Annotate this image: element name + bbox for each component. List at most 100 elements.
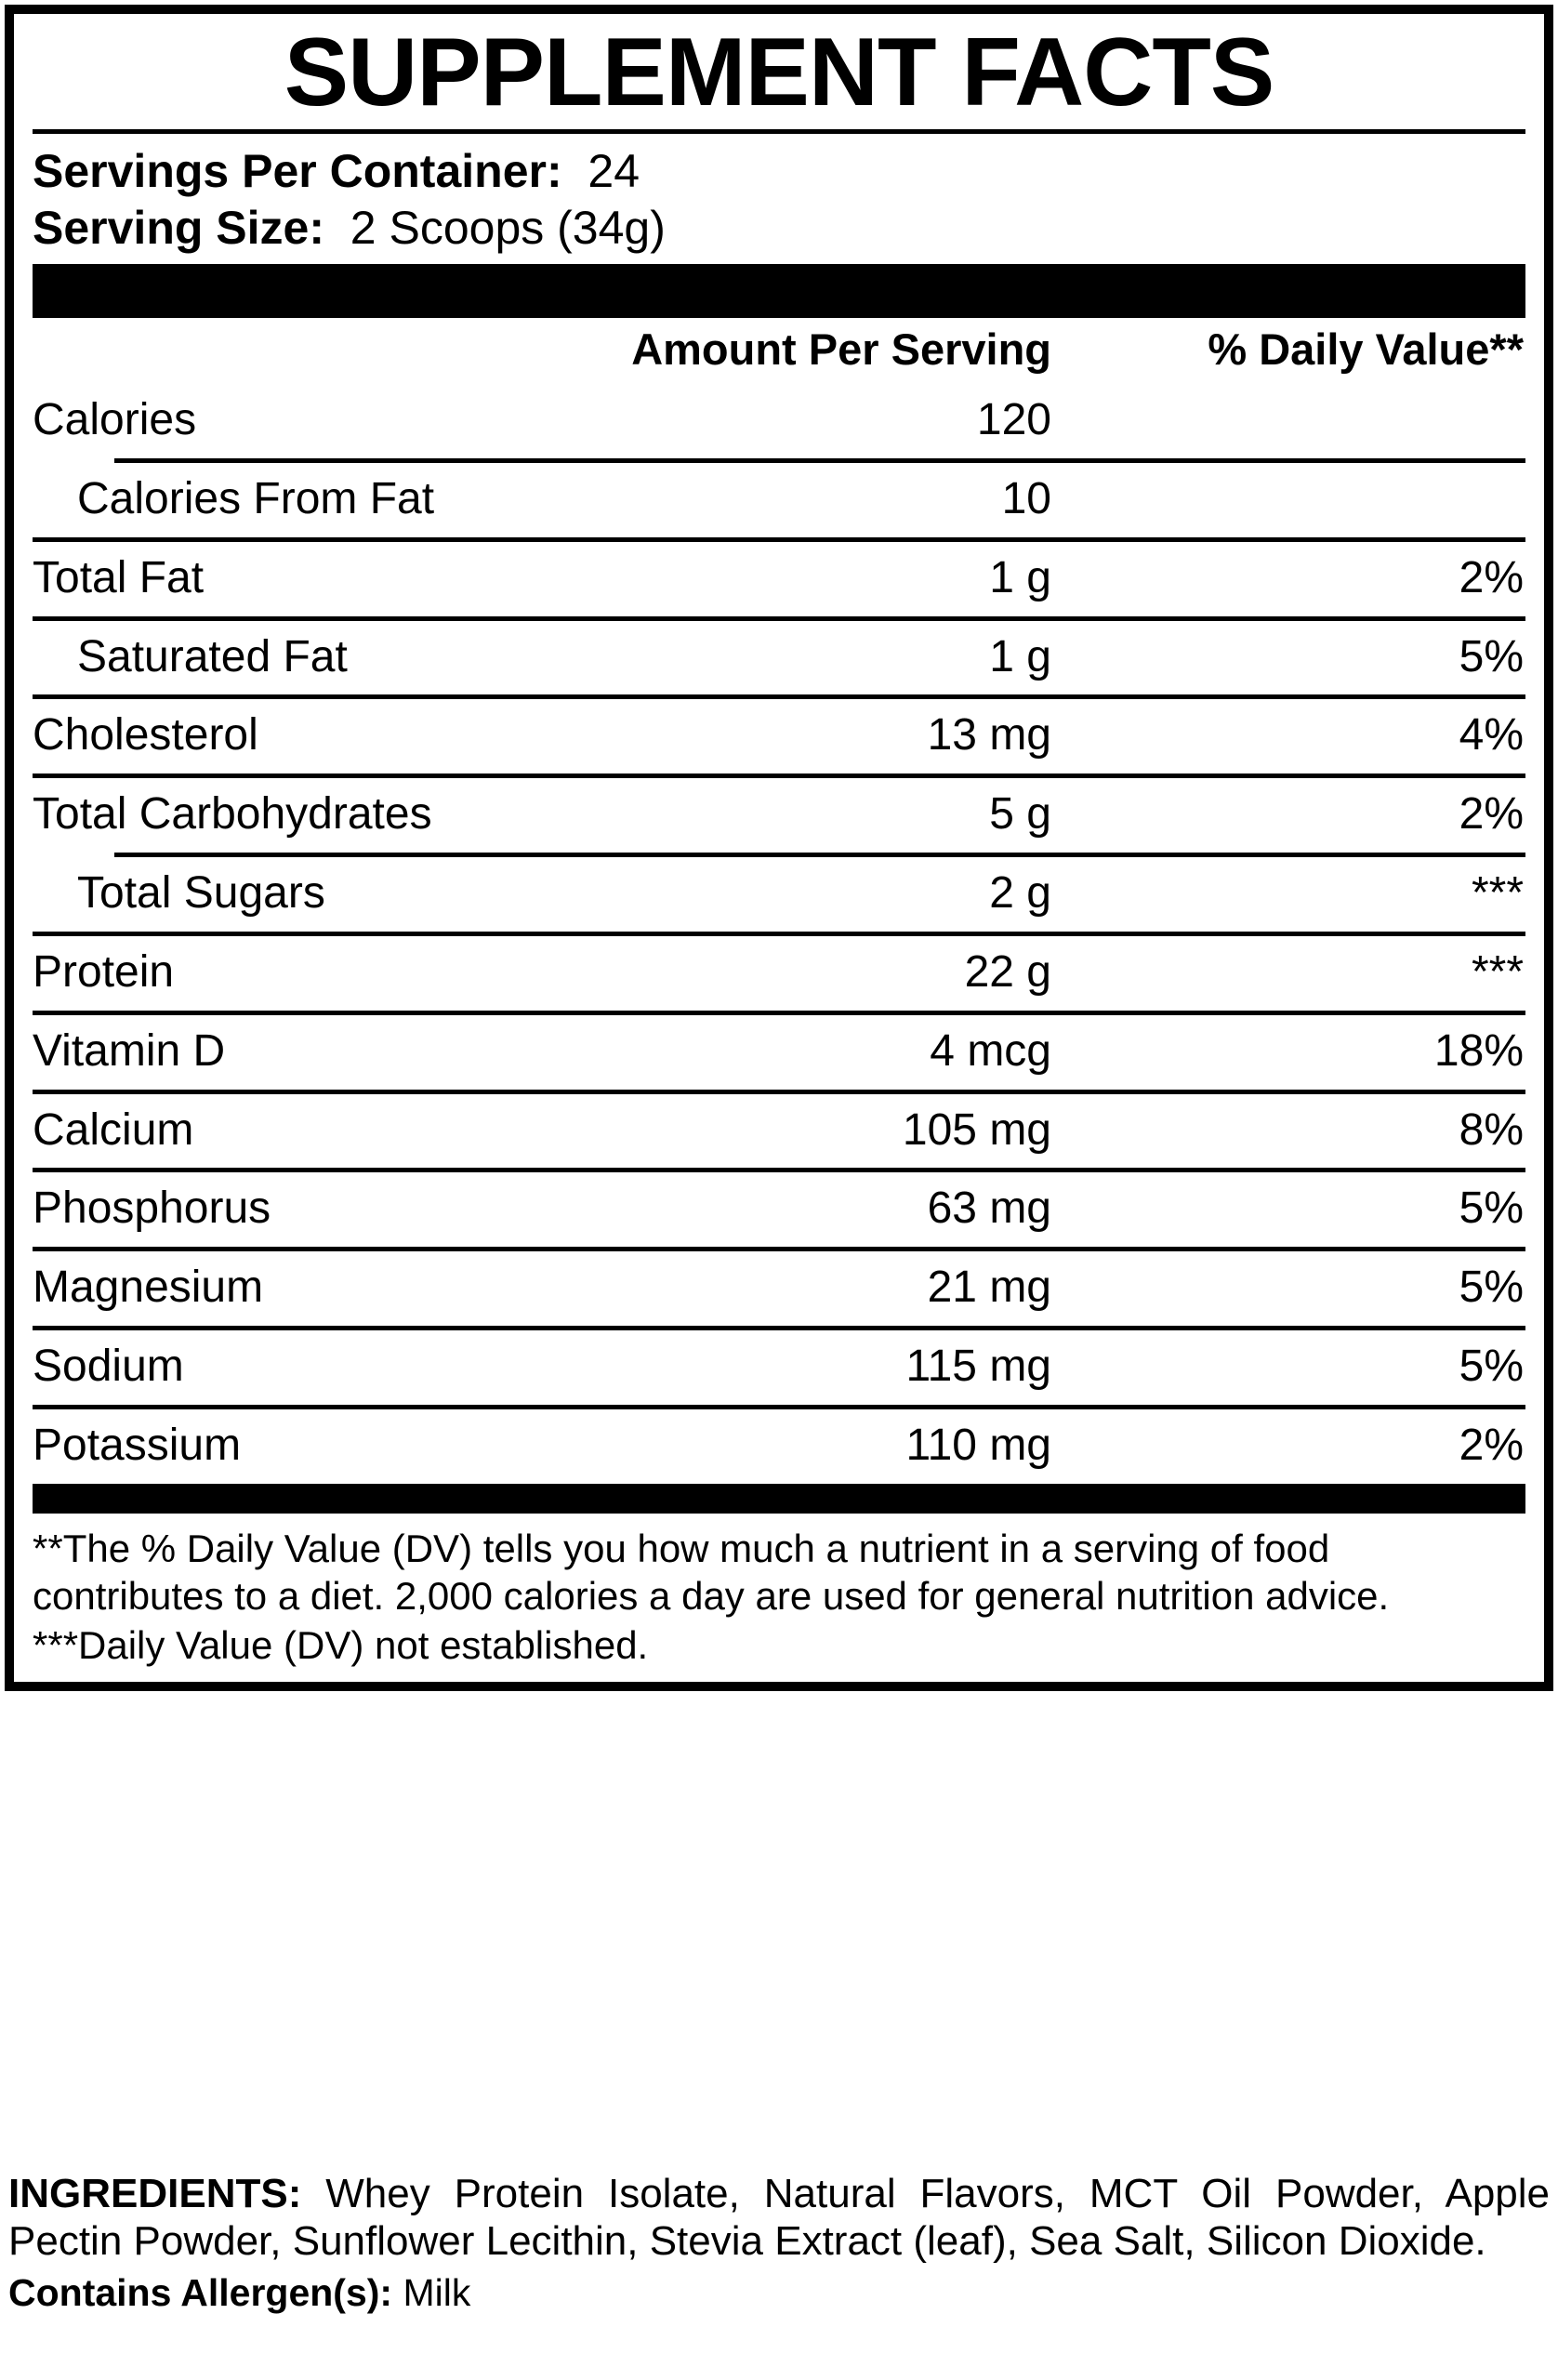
row-divider-cell [33, 615, 1525, 621]
table-row: Total Sugars 2 g *** [33, 857, 1525, 932]
divider-line [33, 774, 1525, 779]
nutrient-amount: 63 mg [927, 1183, 1051, 1234]
row-divider-cell [33, 1404, 1525, 1409]
divider-line [33, 1247, 1525, 1252]
row-divider [33, 931, 1525, 936]
nutrient-name: Sodium [33, 1342, 184, 1392]
row-divider-cell [33, 1168, 1525, 1173]
nutrient-name: Total Sugars [77, 868, 325, 919]
servings-per-container-label: Servings Per Container: [33, 145, 562, 198]
row-divider-cell [33, 457, 1525, 463]
nutrient-name: Potassium [33, 1420, 242, 1470]
row-divider-cell [33, 1247, 1525, 1252]
nutrient-name: Calories [33, 395, 197, 445]
table-row: Cholesterol 13 mg 4% [33, 699, 1525, 774]
row-divider [33, 694, 1525, 700]
nutrient-name: Phosphorus [33, 1183, 271, 1234]
nutrient-daily-value [1055, 463, 1525, 537]
nutrient-daily-value: 8% [1459, 1104, 1524, 1155]
allergen-heading: Contains Allergen(s): [8, 2271, 393, 2315]
table-row: Protein 22 g *** [33, 936, 1525, 1011]
row-divider [33, 615, 1525, 621]
row-divider [33, 1089, 1525, 1094]
table-row: Calories 120 [33, 384, 1525, 458]
ingredients-paragraph: INGREDIENTS: Whey Protein Isolate, Natur… [8, 2170, 1550, 2265]
row-divider-cell [33, 536, 1525, 542]
nutrient-amount: 120 [976, 395, 1051, 445]
table-header-row: Amount Per Serving % Daily Value** [33, 318, 1525, 384]
nutrient-amount: 13 mg [927, 710, 1051, 760]
nutrient-daily-value [1055, 384, 1525, 458]
nutrient-amount: 115 mg [905, 1342, 1051, 1392]
divider-line [33, 1089, 1525, 1094]
nutrient-daily-value: 18% [1433, 1025, 1524, 1076]
serving-size-label: Serving Size: [33, 202, 324, 255]
row-divider-cell [33, 931, 1525, 936]
row-divider [33, 1247, 1525, 1252]
footnotes-block: **The % Daily Value (DV) tells you how m… [33, 1514, 1525, 1683]
nutrient-amount: 105 mg [902, 1104, 1051, 1155]
divider-line [33, 536, 1525, 542]
nutrient-name: Calories From Fat [77, 473, 435, 523]
row-divider [33, 536, 1525, 542]
table-bottom-bar [33, 1483, 1525, 1514]
serving-size-value: 2 Scoops (34g) [337, 202, 666, 255]
nutrient-name: Total Fat [33, 552, 205, 602]
divider-line [33, 1010, 1525, 1015]
supplement-facts-panel: SUPPLEMENT FACTS Servings Per Container:… [5, 5, 1553, 1692]
divider-line [33, 1404, 1525, 1409]
table-row: Phosphorus 63 mg 5% [33, 1172, 1525, 1247]
nutrient-daily-value: 5% [1459, 1183, 1524, 1234]
table-row: Saturated Fat 1 g 5% [33, 621, 1525, 695]
nutrient-name: Calcium [33, 1104, 194, 1155]
allergen-paragraph: Contains Allergen(s): Milk [8, 2270, 1550, 2315]
nutrient-amount: 110 mg [905, 1420, 1051, 1470]
nutrient-name: Saturated Fat [77, 631, 348, 681]
nutrient-amount: 1 g [989, 552, 1051, 602]
nutrient-name: Cholesterol [33, 710, 258, 760]
table-top-bar [33, 264, 1525, 319]
nutrient-daily-value: *** [1471, 946, 1524, 997]
title-divider [33, 129, 1525, 135]
servings-block: Servings Per Container: 24 Serving Size:… [33, 134, 1525, 264]
ingredients-area: INGREDIENTS: Whey Protein Isolate, Natur… [5, 2170, 1553, 2315]
nutrient-daily-value: 4% [1459, 710, 1524, 760]
allergen-body: Milk [392, 2271, 471, 2315]
nutrient-daily-value: 5% [1459, 631, 1524, 681]
nutrient-name: Total Carbohydrates [33, 789, 432, 840]
divider-line [33, 694, 1525, 700]
nutrient-daily-value: 5% [1459, 1342, 1524, 1392]
row-divider-cell [33, 1326, 1525, 1331]
nutrient-daily-value: *** [1471, 868, 1524, 919]
nutrient-amount: 5 g [989, 789, 1051, 840]
nutrient-amount: 4 mcg [930, 1025, 1051, 1076]
divider-line [114, 457, 1525, 463]
divider-line [33, 931, 1525, 936]
nutrient-amount: 10 [1001, 473, 1051, 523]
divider-line [33, 1326, 1525, 1331]
row-divider-cell [33, 1010, 1525, 1015]
dv-not-established-footnote: ***Daily Value (DV) not established. [33, 1623, 649, 1668]
row-divider-cell [33, 774, 1525, 779]
table-row: Calories From Fat 10 [33, 463, 1525, 537]
table-header-blank [33, 318, 590, 384]
ingredients-heading: INGREDIENTS: [8, 2171, 302, 2216]
nutrient-daily-value: 2% [1459, 1420, 1524, 1470]
table-row: Total Carbohydrates 5 g 2% [33, 778, 1525, 853]
table-row: Calcium 105 mg 8% [33, 1094, 1525, 1169]
table-row: Sodium 115 mg 5% [33, 1330, 1525, 1405]
nutrition-table: Amount Per Serving % Daily Value** Calor… [33, 318, 1525, 1484]
row-divider [33, 853, 1525, 858]
ingredients-body: Whey Protein Isolate, Natural Flavors, M… [8, 2171, 1550, 2265]
table-header-amount-per-serving: Amount Per Serving [631, 324, 1051, 375]
nutrient-amount: 22 g [964, 946, 1051, 997]
table-row: Magnesium 21 mg 5% [33, 1251, 1525, 1326]
divider-line [33, 615, 1525, 621]
nutrient-amount: 1 g [989, 631, 1051, 681]
table-row: Vitamin D 4 mcg 18% [33, 1015, 1525, 1090]
table-row: Total Fat 1 g 2% [33, 542, 1525, 616]
table-row: Potassium 110 mg 2% [33, 1409, 1525, 1484]
nutrient-daily-value: 2% [1459, 789, 1524, 840]
serving-size-line: Serving Size: 2 Scoops (34g) [33, 200, 1525, 257]
